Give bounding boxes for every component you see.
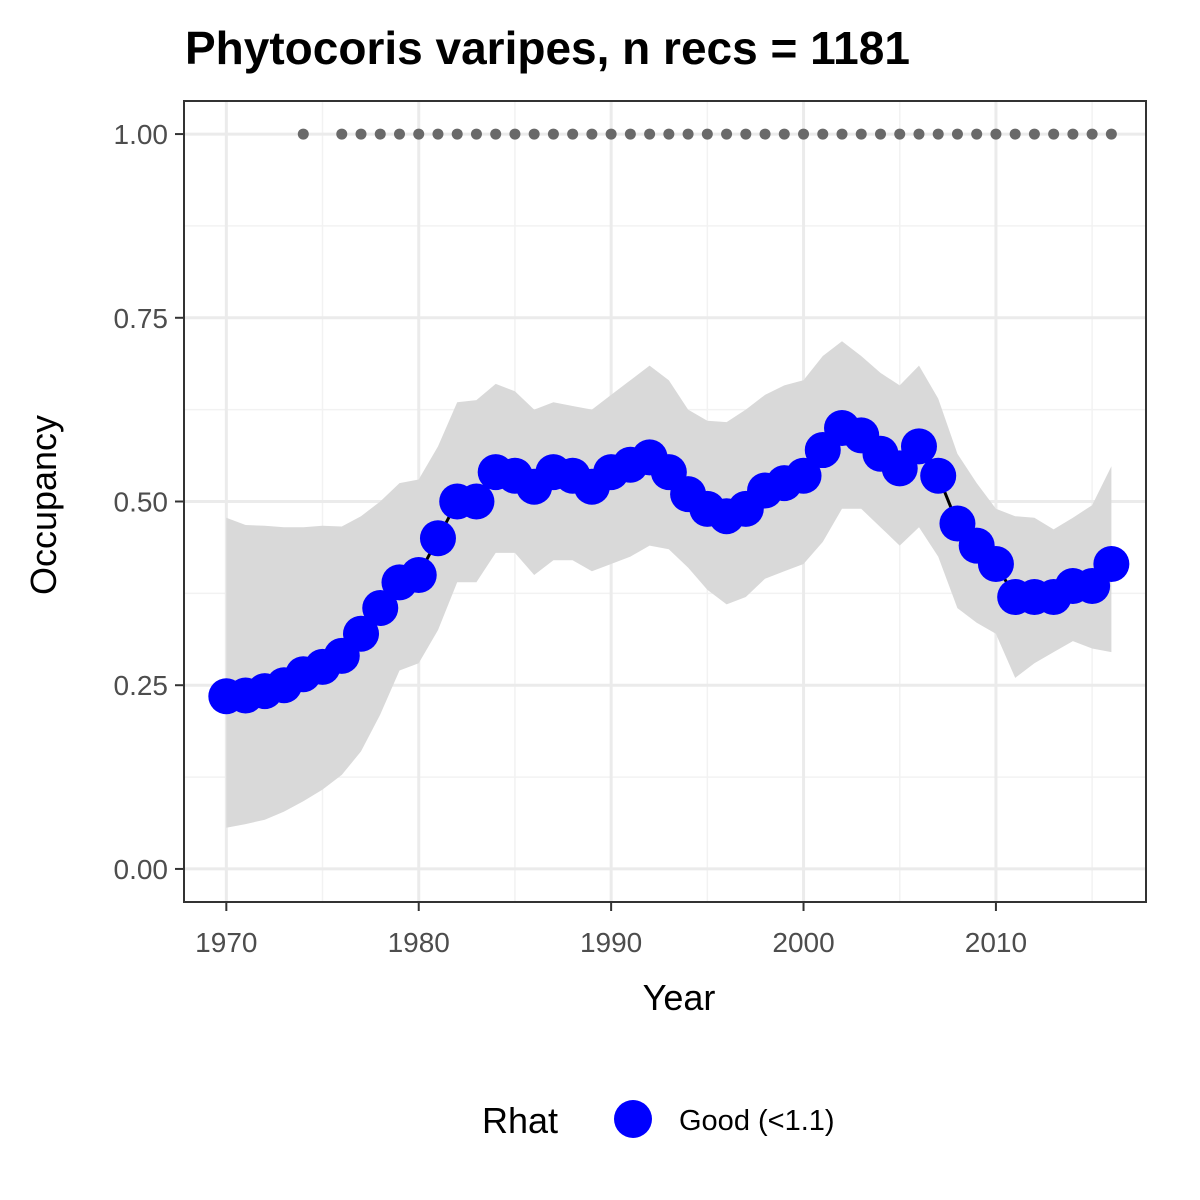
record-markers	[297, 128, 1117, 140]
record-marker	[855, 128, 867, 140]
x-tick-label: 2010	[965, 927, 1027, 958]
record-marker	[759, 128, 771, 140]
x-tick-label: 1980	[388, 927, 450, 958]
record-marker	[547, 128, 559, 140]
occupancy-point	[343, 615, 380, 652]
record-marker	[1009, 128, 1021, 140]
x-tick-label: 1990	[580, 927, 642, 958]
record-marker	[721, 128, 733, 140]
record-marker	[470, 128, 482, 140]
y-axis: 0.00 0.25 0.50 0.75 1.00	[114, 119, 184, 885]
record-marker	[297, 128, 309, 140]
occupancy-point	[920, 457, 957, 494]
record-marker	[913, 128, 925, 140]
record-marker	[605, 128, 617, 140]
record-marker	[682, 128, 694, 140]
record-marker	[1048, 128, 1060, 140]
chart-title: Phytocoris varipes, n recs = 1181	[185, 22, 910, 74]
legend: Rhat Good (<1.1)	[482, 1100, 835, 1141]
occupancy-point	[458, 483, 495, 520]
record-marker	[451, 128, 463, 140]
record-marker	[817, 128, 829, 140]
occupancy-point	[362, 590, 399, 627]
y-tick-label: 1.00	[114, 119, 169, 150]
record-marker	[894, 128, 906, 140]
record-marker	[971, 128, 983, 140]
record-marker	[528, 128, 540, 140]
record-marker	[393, 128, 405, 140]
occupancy-point	[977, 545, 1014, 582]
record-marker	[624, 128, 636, 140]
y-axis-title: Occupancy	[23, 415, 64, 595]
x-tick-label: 2000	[772, 927, 834, 958]
y-tick-label: 0.75	[114, 303, 169, 334]
y-tick-label: 0.00	[114, 854, 169, 885]
record-marker	[874, 128, 886, 140]
legend-title: Rhat	[482, 1100, 558, 1141]
record-marker	[509, 128, 521, 140]
record-marker	[355, 128, 367, 140]
occupancy-point	[900, 428, 937, 465]
occupancy-point	[419, 520, 456, 557]
x-axis: 1970 1980 1990 2000 2010	[195, 902, 1027, 958]
record-marker	[567, 128, 579, 140]
record-marker	[374, 128, 386, 140]
occupancy-point	[785, 457, 822, 494]
record-marker	[990, 128, 1002, 140]
record-marker	[432, 128, 444, 140]
x-axis-title: Year	[643, 977, 716, 1018]
record-marker	[663, 128, 675, 140]
record-marker	[336, 128, 348, 140]
record-marker	[1028, 128, 1040, 140]
record-marker	[490, 128, 502, 140]
record-marker	[701, 128, 713, 140]
record-marker	[644, 128, 656, 140]
occupancy-points	[208, 410, 1130, 715]
record-marker	[932, 128, 944, 140]
occupancy-point	[1093, 545, 1130, 582]
record-marker	[836, 128, 848, 140]
y-tick-label: 0.50	[114, 487, 169, 518]
y-tick-label: 0.25	[114, 670, 169, 701]
occupancy-point	[400, 556, 437, 593]
legend-key-good-icon	[614, 1100, 652, 1138]
record-marker	[1086, 128, 1098, 140]
record-marker	[586, 128, 598, 140]
legend-label-good: Good (<1.1)	[679, 1105, 835, 1137]
record-marker	[1067, 128, 1079, 140]
plot-panel	[183, 100, 1147, 903]
record-marker	[951, 128, 963, 140]
record-marker	[1105, 128, 1117, 140]
record-marker	[413, 128, 425, 140]
x-tick-label: 1970	[195, 927, 257, 958]
record-marker	[798, 128, 810, 140]
record-marker	[778, 128, 790, 140]
record-marker	[740, 128, 752, 140]
